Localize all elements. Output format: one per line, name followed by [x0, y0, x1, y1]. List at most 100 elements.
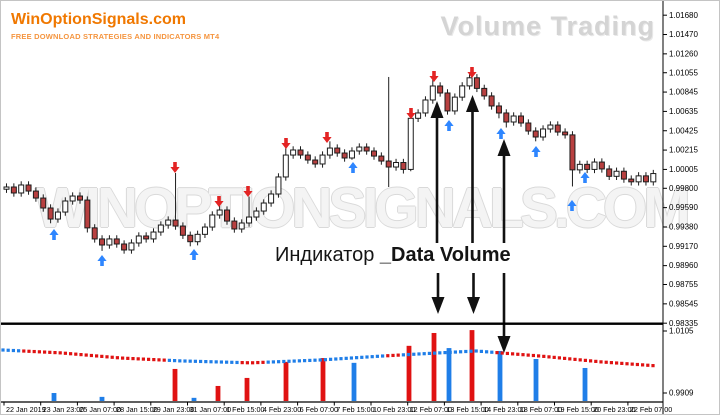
time-axis-label: 10 Feb 23:00 — [373, 405, 415, 414]
indicator-dotted-line-dot — [105, 355, 109, 359]
volume-bar — [533, 358, 539, 401]
indicator-dotted-line-dot — [110, 355, 114, 359]
candle-body — [584, 163, 591, 170]
indicator-dotted-line-dot — [245, 361, 249, 365]
candle-body — [32, 190, 39, 199]
candle-body — [628, 178, 635, 183]
indicator-dotted-line-dot — [282, 359, 286, 364]
indicator-dotted-line-dot — [193, 359, 197, 363]
indicator-dotted-line-dot — [11, 348, 15, 353]
time-axis-label: 28 Jan 15:00 — [116, 405, 158, 414]
candle-body — [69, 195, 76, 202]
indicator-annotation: Индикатор _Data Volume — [275, 244, 511, 267]
candle-body — [209, 214, 216, 228]
time-axis-label: 1 Feb 15:00 — [226, 405, 264, 414]
price-axis-label: 1.01680 — [669, 11, 698, 20]
indicator-dotted-line-dot — [422, 352, 426, 356]
indicator-dotted-line-dot — [235, 360, 239, 365]
indicator-dotted-line-dot — [433, 351, 437, 355]
indicator-dotted-line-dot — [370, 355, 374, 359]
indicator-dotted-line-dot — [635, 362, 639, 367]
time-axis-label: 6 Feb 07:00 — [300, 405, 338, 414]
indicator-dotted-line-dot — [183, 359, 187, 363]
buy-signal-arrow-icon — [348, 162, 358, 173]
indicator-dotted-line-dot — [375, 354, 379, 358]
candle-body — [495, 105, 502, 114]
candle-body — [437, 85, 444, 94]
indicator-dotted-line-dot — [230, 360, 234, 364]
candle-body — [246, 216, 253, 224]
buy-signal-arrow-icon — [567, 200, 577, 211]
volume-bar — [582, 367, 588, 401]
candle-body — [128, 242, 135, 251]
indicator-dotted-line-dot — [79, 353, 83, 357]
candle-body — [216, 209, 223, 216]
indicator-dotted-line-dot — [547, 355, 551, 359]
candle-body — [444, 92, 451, 112]
indicator-dotted-line-dot — [1, 348, 5, 352]
strategy-title-watermark: Volume Trading — [440, 11, 655, 41]
annotation-arrow-up-head-icon — [497, 139, 511, 156]
volume-bar — [351, 362, 357, 401]
candle-body — [642, 175, 649, 183]
indicator-dotted-line-dot — [292, 359, 296, 363]
indicator-dotted-line-dot — [448, 350, 452, 354]
indicator-dotted-line-dot — [256, 360, 260, 365]
indicator-dotted-line-dot — [308, 358, 312, 363]
annotation-arrow-up-head-icon — [430, 101, 444, 118]
candle-body — [562, 131, 569, 136]
candle-body — [47, 207, 54, 220]
indicator-dotted-line-dot — [594, 359, 598, 363]
candle-body — [488, 95, 495, 107]
indicator-dotted-line-dot — [121, 356, 125, 360]
volume-bar — [497, 350, 503, 401]
main-indicator-separator — [1, 322, 663, 325]
annotation-prefix: Индикатор — [275, 244, 380, 266]
price-axis-label: 0.99800 — [669, 184, 698, 193]
indicator-dotted-line-dot — [438, 351, 442, 355]
indicator-dotted-line-dot — [401, 353, 405, 357]
price-axis-label: 1.00425 — [669, 126, 698, 135]
indicator-dotted-line-dot — [552, 355, 556, 359]
indicator-dotted-line-dot — [152, 358, 156, 362]
indicator-axis-label: 1.0105 — [669, 327, 694, 336]
candle-body — [459, 85, 466, 98]
candle-body — [341, 152, 348, 159]
candle-body — [143, 235, 150, 240]
indicator-dotted-line-dot — [58, 351, 62, 355]
indicator-dotted-line-dot — [84, 353, 88, 357]
indicator-dotted-line-dot — [157, 358, 161, 362]
indicator-dotted-line-dot — [443, 350, 447, 355]
candle-body — [503, 112, 510, 123]
indicator-dotted-line-dot — [589, 359, 593, 363]
candle-body — [598, 161, 605, 170]
indicator-dotted-line-dot — [173, 359, 177, 363]
indicator-dotted-line-dot — [6, 348, 10, 352]
candle-body — [18, 184, 25, 194]
candle-body — [393, 162, 400, 168]
candle-body — [518, 115, 524, 124]
annotation-arrow-down-head-icon — [431, 297, 445, 314]
candle-body — [54, 211, 61, 220]
indicator-dotted-line-dot — [63, 351, 67, 355]
time-axis-label: 12 Feb 07:00 — [410, 405, 452, 414]
buy-signal-arrow-icon — [49, 229, 59, 240]
indicator-dotted-line-dot — [609, 361, 613, 365]
sell-signal-arrow-icon — [281, 138, 291, 149]
volume-bar — [446, 348, 452, 401]
candle-body — [356, 146, 363, 152]
candle-body — [10, 186, 17, 194]
buy-signal-arrow-icon — [531, 146, 541, 157]
indicator-dotted-line-dot — [323, 358, 327, 362]
time-axis-label: 22 Jan 2019 — [6, 405, 46, 414]
candle-body — [334, 147, 341, 154]
candle-body — [121, 243, 128, 251]
time-axis-label: 4 Feb 23:00 — [263, 405, 301, 414]
volume-bar — [172, 368, 178, 401]
indicator-dotted-line-dot — [490, 350, 494, 354]
candle-body — [165, 219, 172, 226]
time-axis-label: 20 Feb 23:00 — [593, 405, 635, 414]
indicator-dotted-line-dot — [573, 357, 577, 361]
